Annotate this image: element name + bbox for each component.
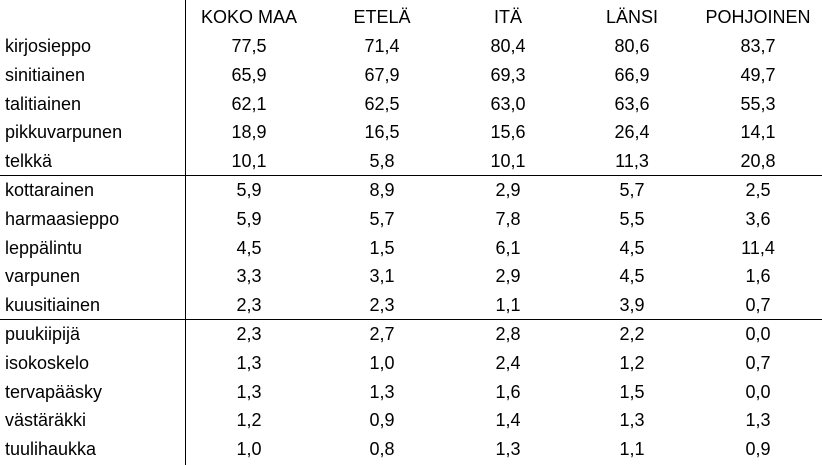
- group-divider: [0, 175, 822, 176]
- group-divider: [0, 319, 822, 320]
- cell-value: 80,6: [614, 36, 650, 56]
- cell-value: 77,5: [231, 36, 267, 56]
- cell-value: 7,8: [495, 209, 521, 229]
- cell-value: 1,3: [619, 410, 645, 430]
- cell-value: 1,2: [619, 353, 645, 373]
- cell-value: 11,4: [741, 238, 775, 258]
- cell-value: 1,3: [369, 382, 395, 402]
- cell-value: 1,3: [236, 353, 262, 373]
- cell-value: 1,3: [236, 382, 262, 402]
- cell-value: 63,6: [614, 94, 650, 114]
- cell-value: 2,3: [369, 295, 395, 315]
- column-header: LÄNSI: [605, 7, 659, 27]
- cell-value: 0,7: [745, 353, 771, 373]
- cell-value: 6,1: [495, 238, 521, 258]
- cell-value: 0,0: [745, 324, 771, 344]
- row-label: kuusitiainen: [5, 295, 101, 315]
- cell-value: 69,3: [490, 65, 526, 85]
- cell-value: 10,1: [231, 151, 267, 171]
- cell-value: 62,5: [364, 94, 400, 114]
- row-label: kottarainen: [5, 180, 95, 200]
- row-label: telkkä: [5, 151, 53, 171]
- cell-value: 2,7: [369, 324, 395, 344]
- cell-value: 5,9: [236, 209, 262, 229]
- cell-value: 3,1: [369, 266, 395, 286]
- cell-value: 66,9: [614, 65, 650, 85]
- cell-value: 2,8: [495, 324, 521, 344]
- cell-value: 5,7: [369, 209, 395, 229]
- cell-value: 0,8: [369, 439, 395, 459]
- cell-value: 2,2: [619, 324, 645, 344]
- cell-value: 5,9: [236, 180, 262, 200]
- cell-value: 5,8: [369, 151, 395, 171]
- cell-value: 2,4: [495, 353, 521, 373]
- cell-value: 1,2: [236, 410, 262, 430]
- cell-value: 49,7: [740, 65, 776, 85]
- cell-value: 18,9: [231, 122, 267, 142]
- cell-value: 1,0: [369, 353, 395, 373]
- cell-value: 1,3: [495, 439, 521, 459]
- cell-value: 1,4: [495, 410, 521, 430]
- cell-value: 1,6: [495, 382, 521, 402]
- cell-value: 0,0: [745, 382, 771, 402]
- row-label: kirjosieppo: [5, 36, 92, 56]
- cell-value: 2,9: [495, 180, 521, 200]
- cell-value: 1,3: [745, 410, 771, 430]
- cell-value: 0,9: [745, 439, 771, 459]
- cell-value: 83,7: [740, 36, 776, 56]
- row-label: varpunen: [5, 266, 81, 286]
- cell-value: 55,3: [740, 94, 776, 114]
- cell-value: 65,9: [231, 65, 267, 85]
- row-label: sinitiainen: [5, 65, 86, 85]
- row-label: tervapääsky: [5, 382, 103, 402]
- cell-value: 62,1: [231, 94, 267, 114]
- cell-value: 5,5: [619, 209, 645, 229]
- cell-value: 1,5: [619, 382, 645, 402]
- cell-value: 2,5: [745, 180, 771, 200]
- row-label: puukiipijä: [5, 324, 81, 344]
- cell-value: 80,4: [490, 36, 526, 56]
- cell-value: 67,9: [364, 65, 400, 85]
- row-label: talitiainen: [5, 94, 82, 114]
- cell-value: 71,4: [364, 36, 400, 56]
- row-label: västäräkki: [5, 410, 87, 430]
- cell-value: 5,7: [619, 180, 645, 200]
- column-header: KOKO MAA: [200, 7, 298, 27]
- cell-value: 0,9: [369, 410, 395, 430]
- cell-value: 20,8: [740, 151, 776, 171]
- cell-value: 3,6: [745, 209, 771, 229]
- cell-value: 8,9: [369, 180, 395, 200]
- cell-value: 1,6: [745, 266, 771, 286]
- cell-value: 63,0: [490, 94, 526, 114]
- cell-value: 11,3: [615, 151, 649, 171]
- column-header: ETELÄ: [353, 7, 411, 27]
- cell-value: 3,3: [236, 266, 262, 286]
- cell-value: 1,1: [495, 295, 521, 315]
- cell-value: 2,3: [236, 295, 262, 315]
- row-label: tuulihaukka: [5, 439, 97, 459]
- row-label: leppälintu: [5, 238, 83, 258]
- cell-value: 4,5: [619, 238, 645, 258]
- cell-value: 1,0: [236, 439, 262, 459]
- cell-value: 16,5: [364, 122, 400, 142]
- column-header: ITÄ: [493, 7, 523, 27]
- cell-value: 3,9: [619, 295, 645, 315]
- cell-value: 10,1: [490, 151, 526, 171]
- cell-value: 1,5: [369, 238, 395, 258]
- cell-value: 4,5: [236, 238, 262, 258]
- cell-value: 4,5: [619, 266, 645, 286]
- row-label: pikkuvarpunen: [5, 122, 123, 142]
- column-header: POHJOINEN: [705, 7, 811, 27]
- cell-value: 2,3: [236, 324, 262, 344]
- row-label: isokoskelo: [5, 353, 90, 373]
- cell-value: 2,9: [495, 266, 521, 286]
- cell-value: 14,1: [740, 122, 776, 142]
- column-divider: [185, 0, 186, 465]
- cell-value: 15,6: [490, 122, 526, 142]
- cell-value: 1,1: [619, 439, 645, 459]
- row-label: harmaasieppo: [5, 209, 120, 229]
- cell-value: 0,7: [745, 295, 771, 315]
- cell-value: 26,4: [614, 122, 650, 142]
